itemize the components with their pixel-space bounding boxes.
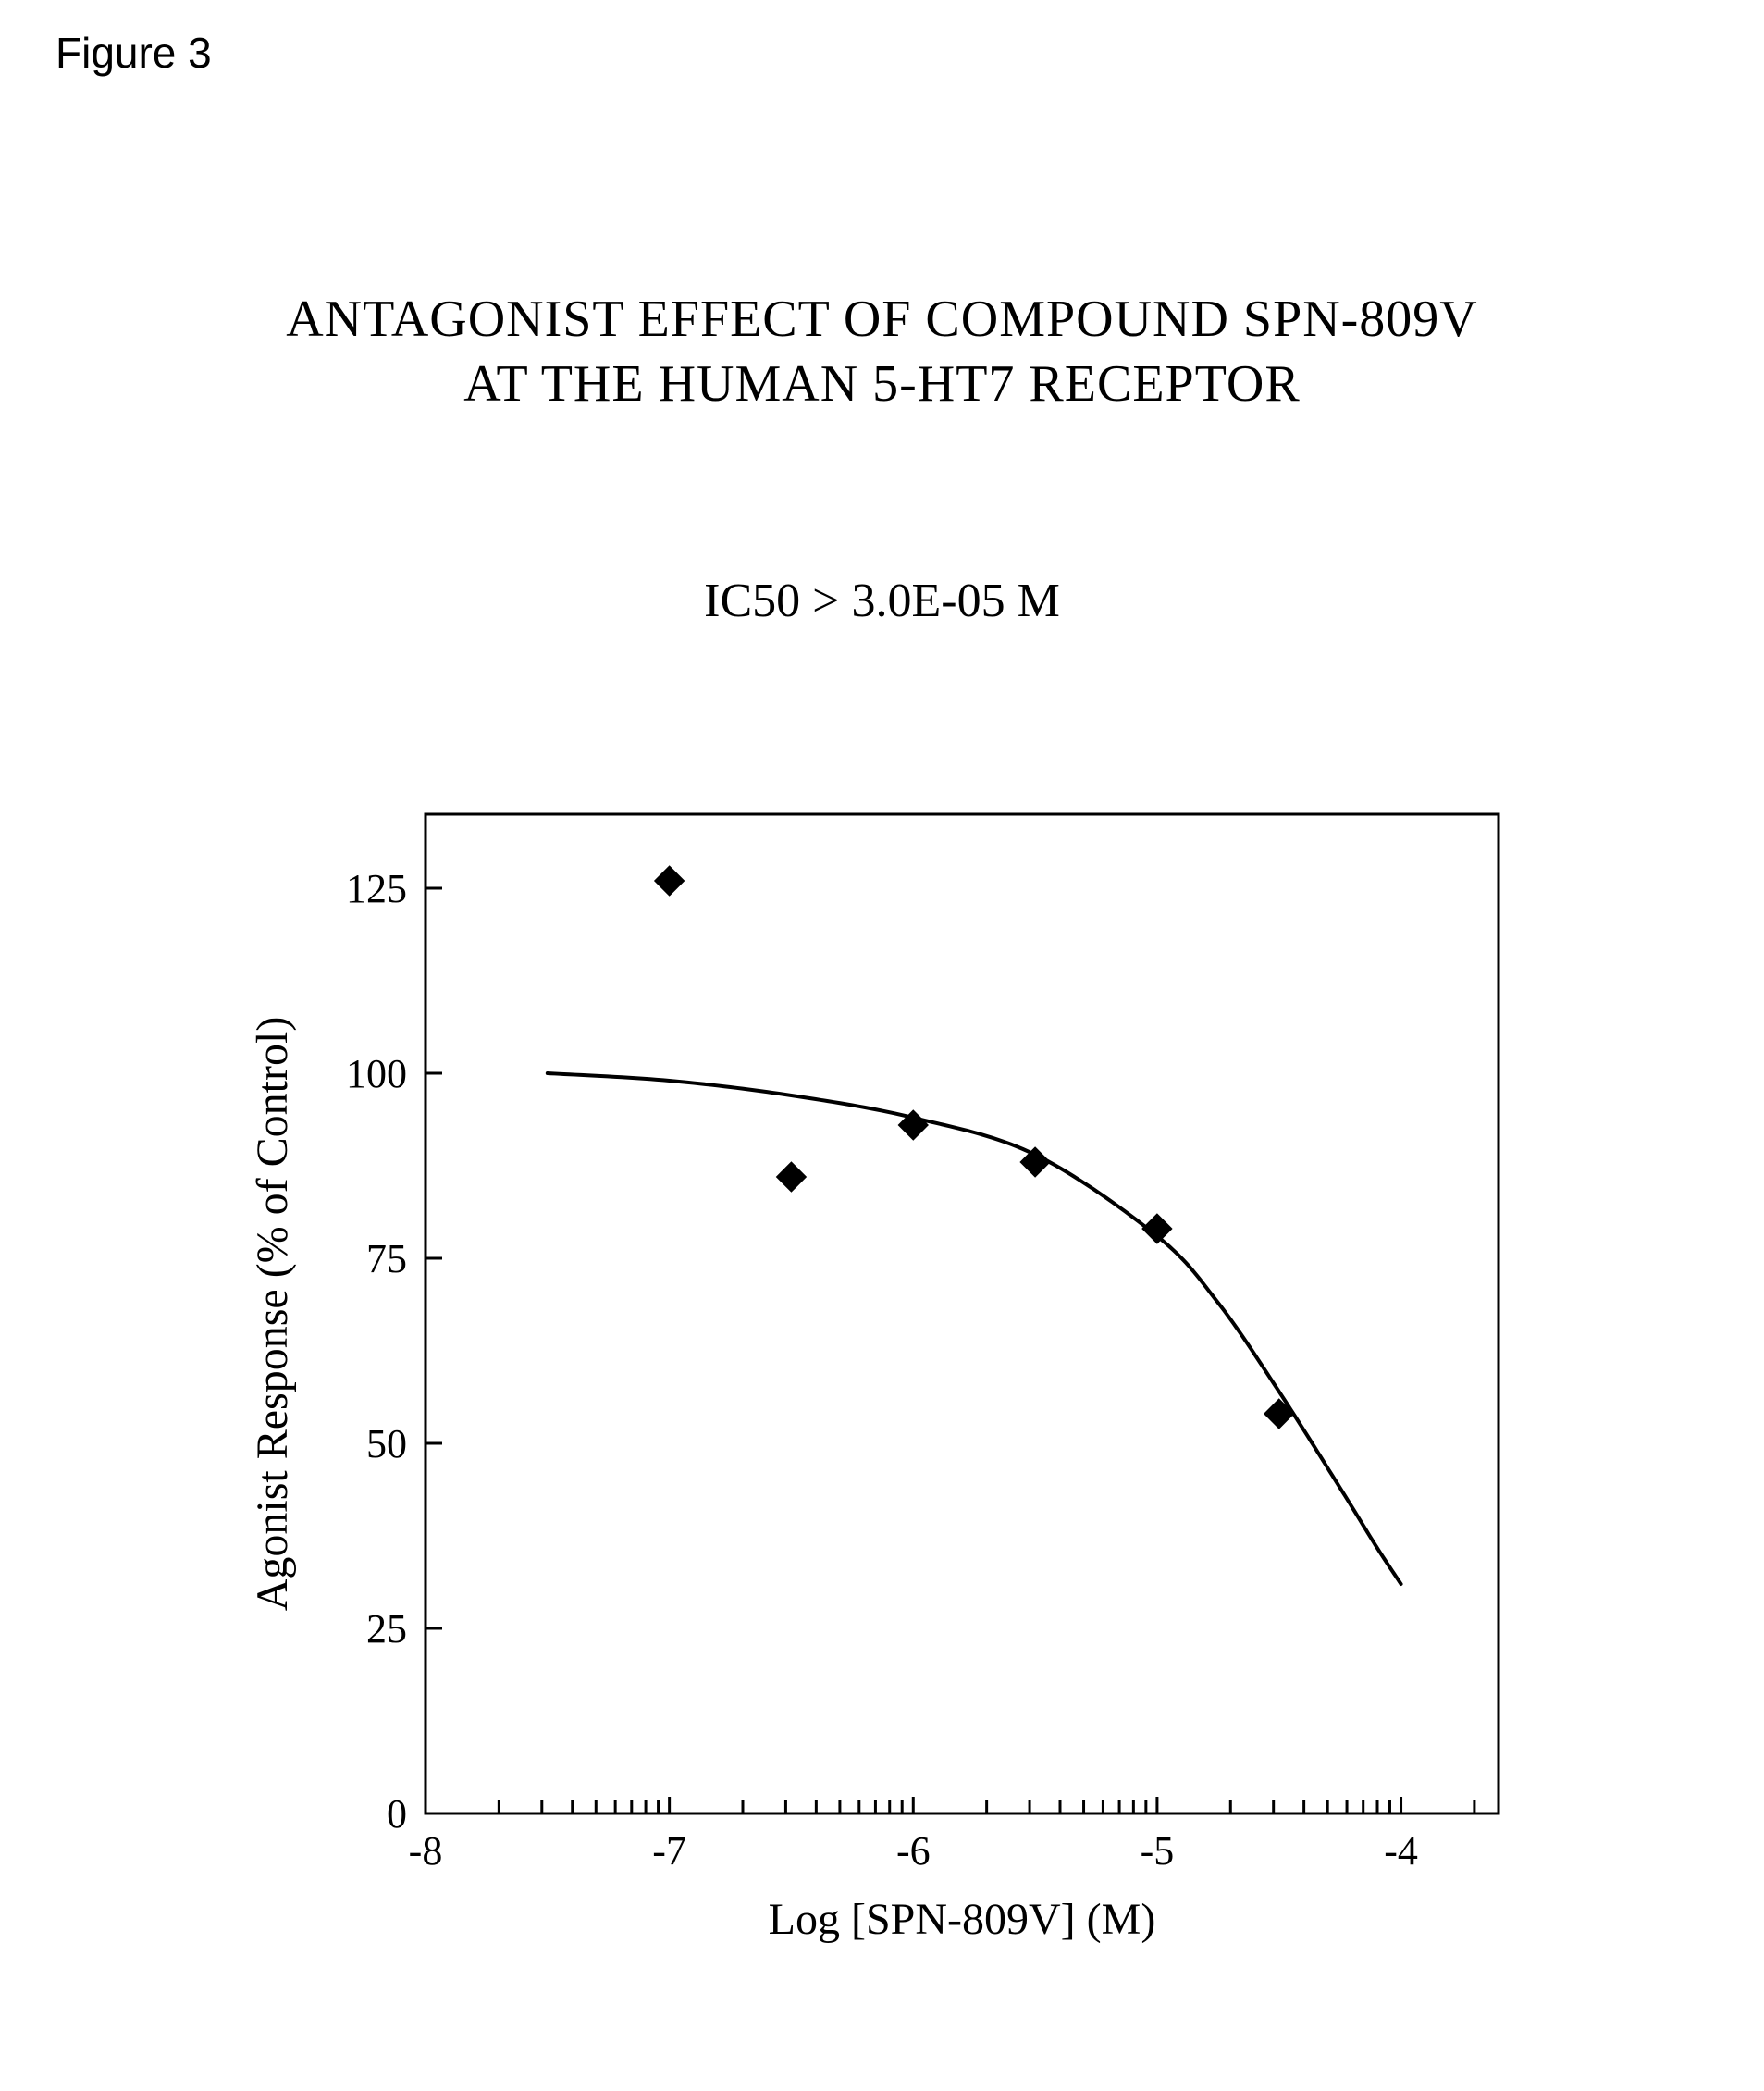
y-tick-label: 0 [387, 1791, 407, 1837]
chart-container: 0 25 50 75 100 125 -8 -7 -6 -5 -4 Agonist Response … [185, 777, 1573, 1998]
title-line-2: AT THE HUMAN 5-HT7 RECEPTOR [0, 352, 1764, 416]
y-tick-label: 100 [346, 1051, 407, 1096]
x-tick-label: -5 [1141, 1828, 1175, 1874]
chart-title: ANTAGONIST EFFECT OF COMPOUND SPN-809V A… [0, 287, 1764, 416]
x-tick-label: -4 [1384, 1828, 1418, 1874]
title-line-1: ANTAGONIST EFFECT OF COMPOUND SPN-809V [0, 287, 1764, 352]
dose-response-chart: 0 25 50 75 100 125 -8 -7 -6 -5 -4 Agonist Response … [185, 777, 1573, 1998]
y-axis-label: Agonist Response (% of Control) [248, 1017, 297, 1612]
x-tick-label: -6 [896, 1828, 931, 1874]
x-tick-label: -8 [409, 1828, 443, 1874]
page: Figure 3 ANTAGONIST EFFECT OF COMPOUND S… [0, 0, 1764, 2091]
y-tick-label: 25 [366, 1606, 407, 1652]
chart-subtitle: IC50 > 3.0E-05 M [0, 574, 1764, 628]
y-tick-label: 50 [366, 1421, 407, 1466]
y-tick-label: 75 [366, 1236, 407, 1281]
figure-label: Figure 3 [56, 28, 212, 78]
y-tick-label: 125 [346, 866, 407, 911]
x-tick-label: -7 [652, 1828, 686, 1874]
x-axis-label: Log [SPN-809V] (M) [769, 1895, 1156, 1944]
